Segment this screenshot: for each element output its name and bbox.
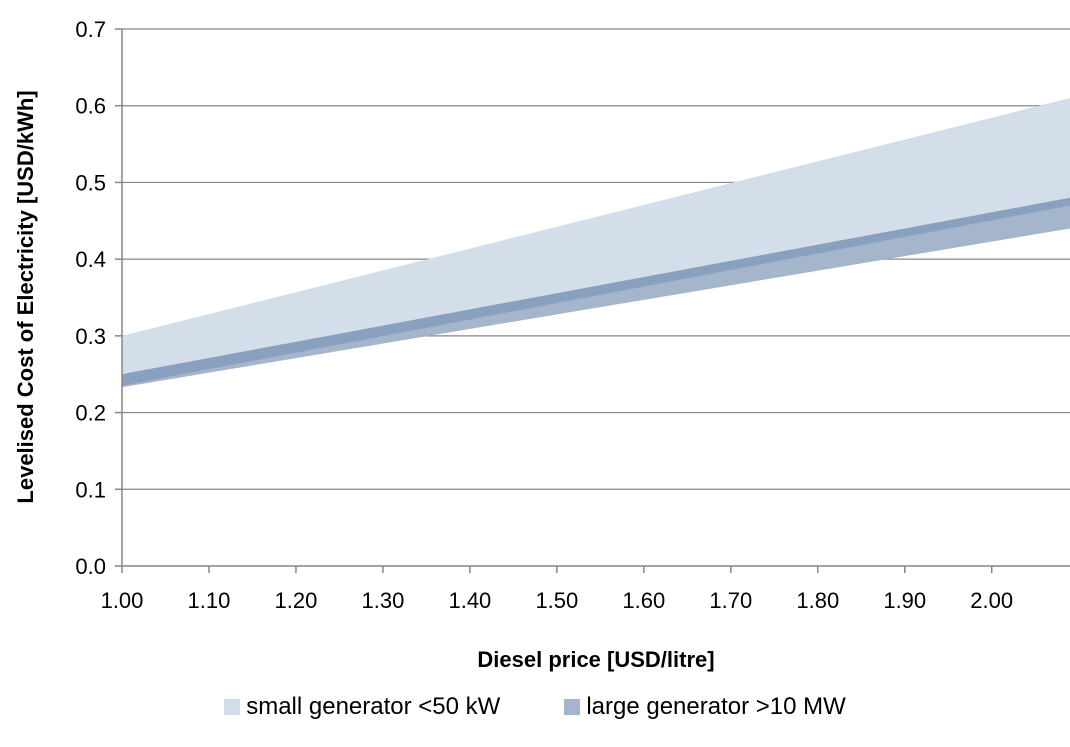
y-tick-label: 0.4 — [75, 247, 106, 272]
y-tick-label: 0.6 — [75, 94, 106, 119]
x-tick-labels: 1.00 1.10 1.20 1.30 1.40 1.50 1.60 1.70 1.80 1.90… — [101, 588, 1014, 613]
series-areas — [122, 98, 1070, 388]
legend-swatch-large-generator — [564, 699, 581, 715]
x-tick-label: 1.30 — [362, 588, 405, 613]
x-tick-label: 1.20 — [275, 588, 318, 613]
legend-label-small-generator: small generator <50 kW — [246, 693, 501, 720]
series-band-0 — [122, 98, 1070, 386]
legend: small generator <50 kW large generator >… — [0, 693, 1070, 721]
x-tick-label: 1.90 — [883, 588, 926, 613]
axes — [115, 28, 1070, 573]
legend-swatch-small-generator — [224, 699, 241, 715]
series-overlap-band — [122, 197, 1070, 386]
x-tick-label: 1.50 — [535, 588, 578, 613]
y-tick-labels: 0.0 0.1 0.2 0.3 0.4 0.5 0.6 0.7 — [75, 17, 106, 579]
legend-item-large-generator: large generator >10 MW — [564, 693, 846, 721]
x-tick-label: 1.00 — [101, 588, 144, 613]
y-tick-label: 0.2 — [75, 401, 106, 426]
y-tick-label: 0.7 — [75, 17, 106, 42]
legend-label-large-generator: large generator >10 MW — [586, 693, 846, 720]
x-tick-label: 1.80 — [796, 588, 839, 613]
y-axis-title: Levelised Cost of Electricity [USD/kWh] — [13, 90, 38, 503]
x-tick-label: 1.40 — [448, 588, 491, 613]
legend-item-small-generator: small generator <50 kW — [224, 693, 500, 721]
x-tick-label: 1.10 — [188, 588, 231, 613]
y-tick-label: 0.0 — [75, 554, 106, 579]
y-tick-label: 0.3 — [75, 324, 106, 349]
x-axis-title: Diesel price [USD/litre] — [477, 647, 714, 672]
y-tick-label: 0.5 — [75, 170, 106, 195]
x-tick-label: 1.60 — [622, 588, 665, 613]
x-tick-label: 2.00 — [970, 588, 1013, 613]
y-tick-label: 0.1 — [75, 477, 106, 502]
x-tick-label: 1.70 — [709, 588, 752, 613]
